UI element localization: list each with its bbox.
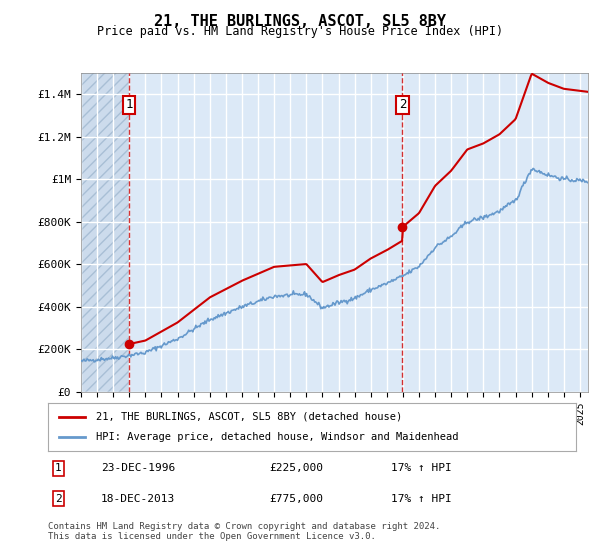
Text: 1: 1 xyxy=(55,464,62,473)
Text: £225,000: £225,000 xyxy=(270,464,324,473)
Text: Price paid vs. HM Land Registry's House Price Index (HPI): Price paid vs. HM Land Registry's House … xyxy=(97,25,503,38)
Text: 18-DEC-2013: 18-DEC-2013 xyxy=(101,494,175,503)
Text: £775,000: £775,000 xyxy=(270,494,324,503)
Bar xyxy=(81,73,129,392)
Text: Contains HM Land Registry data © Crown copyright and database right 2024.: Contains HM Land Registry data © Crown c… xyxy=(48,522,440,531)
Text: 21, THE BURLINGS, ASCOT, SL5 8BY (detached house): 21, THE BURLINGS, ASCOT, SL5 8BY (detach… xyxy=(95,412,402,422)
Text: 17% ↑ HPI: 17% ↑ HPI xyxy=(391,494,452,503)
Text: 21, THE BURLINGS, ASCOT, SL5 8BY: 21, THE BURLINGS, ASCOT, SL5 8BY xyxy=(154,14,446,29)
Text: This data is licensed under the Open Government Licence v3.0.: This data is licensed under the Open Gov… xyxy=(48,532,376,541)
Text: HPI: Average price, detached house, Windsor and Maidenhead: HPI: Average price, detached house, Wind… xyxy=(95,432,458,442)
Text: 23-DEC-1996: 23-DEC-1996 xyxy=(101,464,175,473)
Text: 2: 2 xyxy=(398,98,406,111)
Text: 1: 1 xyxy=(125,98,133,111)
Text: 17% ↑ HPI: 17% ↑ HPI xyxy=(391,464,452,473)
Text: 2: 2 xyxy=(55,494,62,503)
